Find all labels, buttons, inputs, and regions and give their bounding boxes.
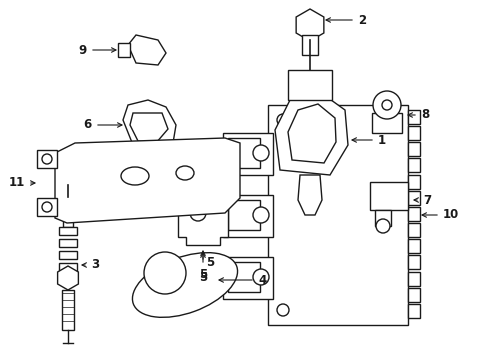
Bar (37, 150, 57, 168)
Polygon shape (128, 35, 165, 65)
Circle shape (375, 219, 389, 233)
Bar (369, 182, 407, 210)
Circle shape (190, 205, 205, 221)
Polygon shape (287, 104, 335, 163)
Circle shape (252, 145, 268, 161)
Text: 1: 1 (377, 134, 386, 147)
Bar (227, 262, 260, 292)
Text: 6: 6 (83, 118, 92, 131)
Bar (267, 105, 407, 325)
Polygon shape (123, 100, 176, 153)
Circle shape (381, 100, 391, 110)
Bar (407, 304, 419, 318)
Bar (59, 239, 77, 247)
Circle shape (276, 114, 288, 126)
Bar (407, 271, 419, 285)
Bar (407, 223, 419, 237)
Bar (374, 210, 390, 226)
Circle shape (252, 269, 268, 285)
Ellipse shape (176, 166, 194, 180)
Bar (407, 239, 419, 253)
Bar (302, 35, 317, 55)
Bar (227, 200, 260, 230)
Polygon shape (274, 92, 347, 175)
Bar (407, 126, 419, 140)
Bar (37, 198, 57, 216)
Text: 5: 5 (199, 268, 207, 281)
Polygon shape (55, 138, 240, 223)
Text: 5: 5 (199, 271, 207, 284)
Text: 2: 2 (357, 13, 366, 27)
Bar (118, 43, 130, 57)
Bar (287, 70, 331, 100)
Bar (407, 175, 419, 189)
Bar (223, 133, 272, 175)
Text: 4: 4 (258, 274, 265, 287)
Bar (407, 110, 419, 124)
Bar (59, 251, 77, 259)
Polygon shape (296, 9, 323, 41)
Bar (407, 255, 419, 269)
Bar (407, 142, 419, 156)
Bar (59, 263, 77, 271)
Circle shape (252, 207, 268, 223)
Bar (223, 195, 272, 237)
Polygon shape (178, 195, 227, 245)
Polygon shape (130, 113, 168, 143)
Text: 11: 11 (9, 176, 25, 189)
Bar (63, 197, 73, 227)
Bar (227, 138, 260, 168)
Text: 3: 3 (91, 258, 99, 271)
Circle shape (372, 91, 400, 119)
Circle shape (143, 252, 185, 294)
Bar (407, 191, 419, 205)
Text: 5: 5 (205, 256, 214, 269)
Circle shape (276, 304, 288, 316)
Bar (59, 227, 77, 235)
Bar (407, 288, 419, 302)
Circle shape (42, 202, 52, 212)
Polygon shape (297, 175, 321, 215)
Circle shape (42, 154, 52, 164)
Bar (223, 257, 272, 299)
Bar (62, 290, 74, 330)
Bar (407, 207, 419, 221)
Text: 10: 10 (442, 208, 458, 221)
Ellipse shape (121, 167, 149, 185)
Text: 7: 7 (422, 194, 430, 207)
Bar (371, 113, 401, 133)
Bar (407, 158, 419, 172)
Polygon shape (58, 266, 78, 290)
Text: 9: 9 (79, 44, 87, 57)
Text: 8: 8 (420, 108, 428, 122)
Ellipse shape (132, 253, 237, 318)
